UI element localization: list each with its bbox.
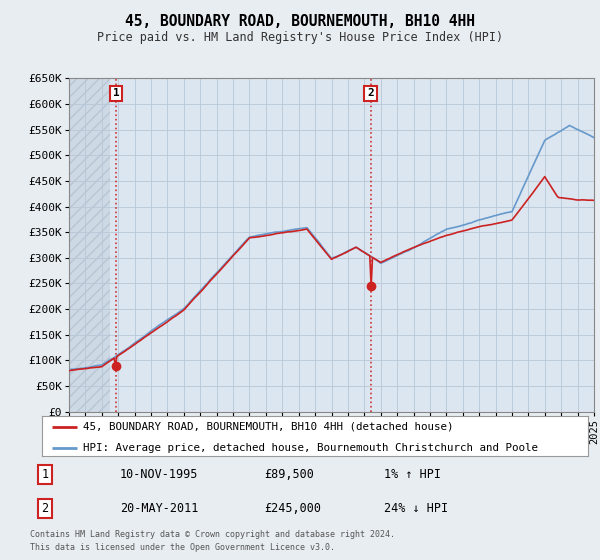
Text: 2: 2 [367,88,374,99]
Text: Contains HM Land Registry data © Crown copyright and database right 2024.: Contains HM Land Registry data © Crown c… [30,530,395,539]
Bar [69,78,110,412]
Text: 45, BOUNDARY ROAD, BOURNEMOUTH, BH10 4HH: 45, BOUNDARY ROAD, BOURNEMOUTH, BH10 4HH [125,14,475,29]
Text: 10-NOV-1995: 10-NOV-1995 [120,468,199,481]
Text: £89,500: £89,500 [264,468,314,481]
Text: £245,000: £245,000 [264,502,321,515]
Text: This data is licensed under the Open Government Licence v3.0.: This data is licensed under the Open Gov… [30,543,335,552]
Text: 20-MAY-2011: 20-MAY-2011 [120,502,199,515]
Text: 1: 1 [41,468,49,481]
Text: 24% ↓ HPI: 24% ↓ HPI [384,502,448,515]
Text: HPI: Average price, detached house, Bournemouth Christchurch and Poole: HPI: Average price, detached house, Bour… [83,442,538,452]
Text: 2: 2 [41,502,49,515]
Text: 1: 1 [113,88,119,99]
Text: Price paid vs. HM Land Registry's House Price Index (HPI): Price paid vs. HM Land Registry's House … [97,31,503,44]
Text: 1% ↑ HPI: 1% ↑ HPI [384,468,441,481]
Text: 45, BOUNDARY ROAD, BOURNEMOUTH, BH10 4HH (detached house): 45, BOUNDARY ROAD, BOURNEMOUTH, BH10 4HH… [83,422,454,432]
